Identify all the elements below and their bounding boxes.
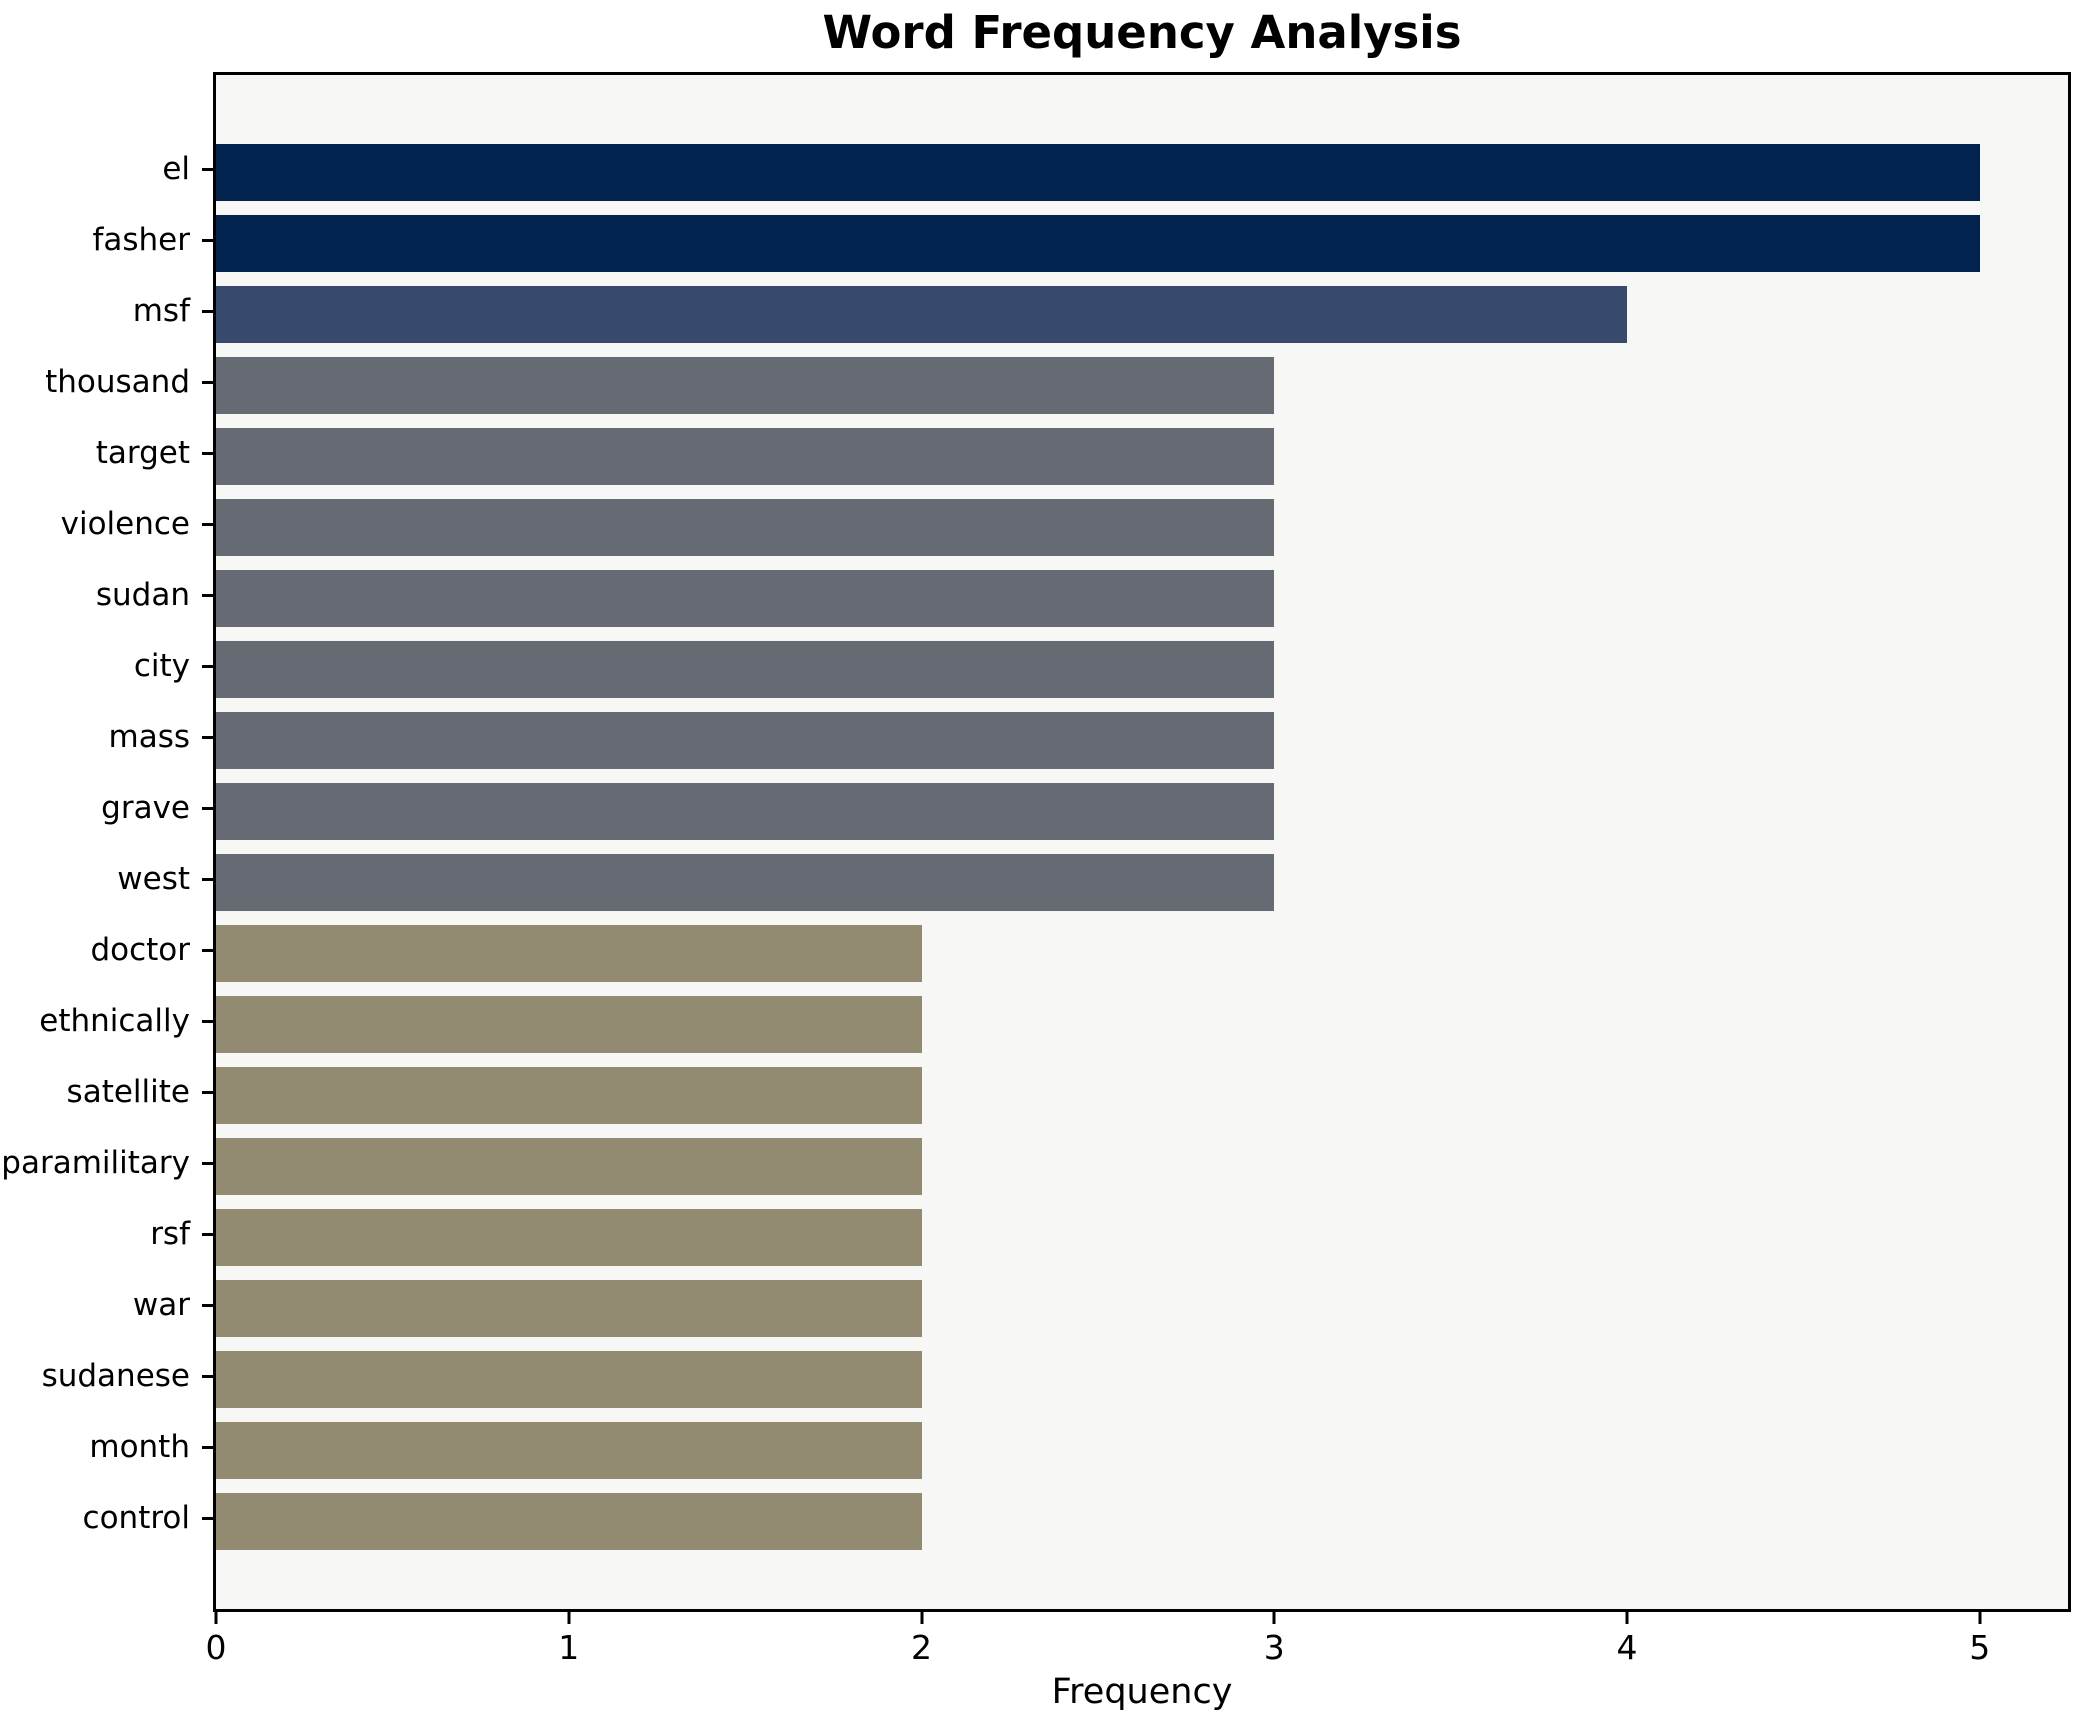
bar-month bbox=[216, 1422, 922, 1479]
x-tick-label-5: 5 bbox=[1969, 1628, 1991, 1667]
bar-row bbox=[216, 137, 2068, 208]
x-tick-label-0: 0 bbox=[205, 1628, 227, 1667]
bar-thousand bbox=[216, 357, 1275, 414]
x-axis-title: Frequency bbox=[1051, 1672, 1233, 1712]
y-tick-mark bbox=[202, 1375, 213, 1378]
bar-row bbox=[216, 563, 2068, 634]
bar-row bbox=[216, 1202, 2068, 1273]
y-tick-label-month: month bbox=[89, 1429, 190, 1465]
bar-row bbox=[216, 1131, 2068, 1202]
x-tick-mark bbox=[1625, 1612, 1629, 1624]
bar-row bbox=[216, 847, 2068, 918]
bar-row bbox=[216, 705, 2068, 776]
bar-el bbox=[216, 144, 1980, 201]
bar-fasher bbox=[216, 215, 1980, 272]
y-tick-label-rsf: rsf bbox=[150, 1216, 190, 1252]
bar-doctor bbox=[216, 925, 922, 982]
bar-target bbox=[216, 428, 1275, 485]
y-tick-label-paramilitary: paramilitary bbox=[1, 1145, 190, 1181]
y-tick-mark bbox=[202, 239, 213, 242]
x-tick-label-1: 1 bbox=[558, 1628, 580, 1667]
x-tick-label-3: 3 bbox=[1263, 1628, 1285, 1667]
y-tick-label-mass: mass bbox=[108, 719, 191, 755]
y-tick-mark bbox=[202, 665, 213, 668]
y-tick-label-city: city bbox=[133, 648, 190, 684]
bar-violence bbox=[216, 499, 1275, 556]
y-tick-mark bbox=[202, 878, 213, 881]
y-tick-label-war: war bbox=[132, 1287, 190, 1323]
bar-row bbox=[216, 989, 2068, 1060]
bar-rsf bbox=[216, 1209, 922, 1266]
x-tick-mark bbox=[1272, 1612, 1276, 1624]
x-tick-mark bbox=[1978, 1612, 1982, 1624]
bar-row bbox=[216, 1415, 2068, 1486]
bar-paramilitary bbox=[216, 1138, 922, 1195]
bar-sudan bbox=[216, 570, 1275, 627]
bar-row bbox=[216, 350, 2068, 421]
bar-row bbox=[216, 1344, 2068, 1415]
y-tick-label-west: west bbox=[117, 861, 190, 897]
bar-war bbox=[216, 1280, 922, 1337]
bar-row bbox=[216, 492, 2068, 563]
bar-row bbox=[216, 1273, 2068, 1344]
y-tick-label-doctor: doctor bbox=[90, 932, 190, 968]
y-tick-mark bbox=[202, 1162, 213, 1165]
y-tick-mark bbox=[202, 168, 213, 171]
y-tick-mark bbox=[202, 1020, 213, 1023]
y-tick-mark bbox=[202, 1233, 213, 1236]
y-tick-mark bbox=[202, 1446, 213, 1449]
x-tick-mark bbox=[214, 1612, 218, 1624]
y-tick-label-satellite: satellite bbox=[66, 1074, 190, 1110]
bar-ethnically bbox=[216, 996, 922, 1053]
y-tick-label-msf: msf bbox=[132, 293, 190, 329]
y-tick-mark bbox=[202, 949, 213, 952]
y-tick-label-grave: grave bbox=[101, 790, 190, 826]
y-tick-mark bbox=[202, 381, 213, 384]
y-tick-label-ethnically: ethnically bbox=[39, 1003, 190, 1039]
bar-row bbox=[216, 918, 2068, 989]
y-tick-mark bbox=[202, 807, 213, 810]
y-tick-mark bbox=[202, 1091, 213, 1094]
bar-west bbox=[216, 854, 1275, 911]
y-tick-label-target: target bbox=[95, 435, 190, 471]
x-tick-mark bbox=[920, 1612, 924, 1624]
plot-area bbox=[213, 72, 2071, 1612]
bar-control bbox=[216, 1493, 922, 1550]
bar-row bbox=[216, 1060, 2068, 1131]
y-tick-mark bbox=[202, 594, 213, 597]
bar-sudanese bbox=[216, 1351, 922, 1408]
bars-layer bbox=[216, 75, 2068, 1609]
bar-msf bbox=[216, 286, 1628, 343]
x-tick-label-4: 4 bbox=[1616, 1628, 1638, 1667]
bar-row bbox=[216, 776, 2068, 847]
y-tick-mark bbox=[202, 1304, 213, 1307]
bar-city bbox=[216, 641, 1275, 698]
bar-row bbox=[216, 634, 2068, 705]
y-tick-mark bbox=[202, 523, 213, 526]
y-tick-label-sudanese: sudanese bbox=[41, 1358, 190, 1394]
y-tick-label-violence: violence bbox=[60, 506, 190, 542]
bar-row bbox=[216, 1486, 2068, 1557]
bar-satellite bbox=[216, 1067, 922, 1124]
x-tick-mark bbox=[567, 1612, 571, 1624]
y-tick-label-el: el bbox=[162, 151, 190, 187]
bar-row bbox=[216, 279, 2068, 350]
y-tick-mark bbox=[202, 1517, 213, 1520]
y-tick-mark bbox=[202, 452, 213, 455]
bar-mass bbox=[216, 712, 1275, 769]
y-tick-mark bbox=[202, 310, 213, 313]
y-tick-label-thousand: thousand bbox=[45, 364, 190, 400]
x-tick-label-2: 2 bbox=[911, 1628, 933, 1667]
y-tick-label-sudan: sudan bbox=[95, 577, 190, 613]
bar-row bbox=[216, 421, 2068, 492]
chart-title: Word Frequency Analysis bbox=[822, 6, 1462, 59]
y-tick-mark bbox=[202, 736, 213, 739]
bar-grave bbox=[216, 783, 1275, 840]
y-tick-label-control: control bbox=[82, 1500, 190, 1536]
bar-row bbox=[216, 208, 2068, 279]
y-tick-label-fasher: fasher bbox=[92, 222, 190, 258]
y-axis-labels: el fasher msf thousand target violence sudan ci… bbox=[0, 72, 190, 1612]
